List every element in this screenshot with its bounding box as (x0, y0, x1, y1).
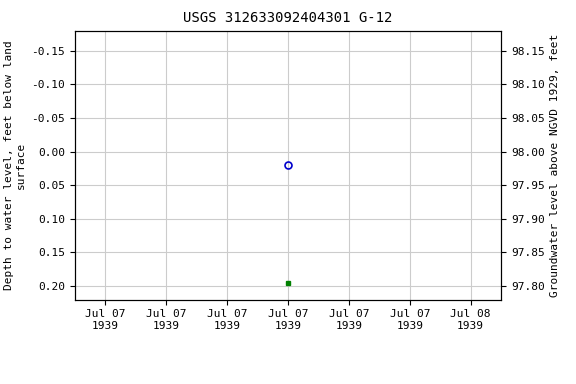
Title: USGS 312633092404301 G-12: USGS 312633092404301 G-12 (183, 12, 393, 25)
Y-axis label: Groundwater level above NGVD 1929, feet: Groundwater level above NGVD 1929, feet (550, 33, 560, 297)
Y-axis label: Depth to water level, feet below land
surface: Depth to water level, feet below land su… (4, 40, 26, 290)
